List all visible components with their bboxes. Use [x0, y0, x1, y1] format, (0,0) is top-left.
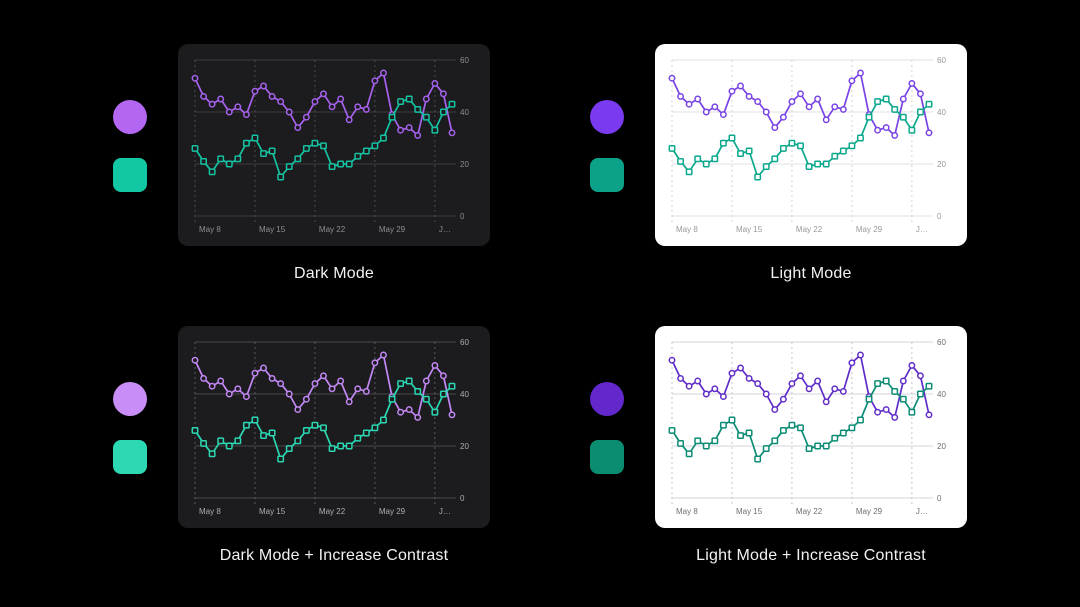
figure-dark-mode-increase-contrast: 0 20 40 60 May 8 May 15 May 22 May 29 J… Dark Mo…: [113, 326, 493, 576]
svg-text:40: 40: [937, 390, 946, 399]
svg-text:May 22: May 22: [796, 507, 823, 516]
svg-text:J…: J…: [439, 507, 451, 516]
figure-light-mode: 0 20 40 60 May 8 May 15 May 22 May 29 J… Light M…: [590, 44, 970, 294]
chart-panel-dark-mode-increase-contrast: 0 20 40 60 May 8 May 15 May 22 May 29 J…: [178, 326, 490, 528]
svg-text:May 15: May 15: [259, 507, 286, 516]
teal-color-swatch: [113, 440, 147, 474]
chart-panel-light-mode: 0 20 40 60 May 8 May 15 May 22 May 29 J…: [655, 44, 967, 246]
svg-text:May 29: May 29: [856, 507, 883, 516]
svg-text:60: 60: [460, 56, 469, 65]
svg-text:May 15: May 15: [259, 225, 286, 234]
figure-light-mode-increase-contrast: 0 20 40 60 May 8 May 15 May 22 May 29 J… Light M…: [590, 326, 970, 576]
svg-text:0: 0: [460, 212, 465, 221]
purple-color-swatch: [113, 382, 147, 416]
svg-text:0: 0: [460, 494, 465, 503]
svg-text:May 29: May 29: [379, 225, 406, 234]
svg-text:60: 60: [937, 56, 946, 65]
svg-text:May 8: May 8: [199, 225, 221, 234]
svg-text:20: 20: [460, 160, 469, 169]
svg-text:May 29: May 29: [379, 507, 406, 516]
teal-color-swatch: [590, 158, 624, 192]
figure-dark-mode: 0 20 40 60 May 8 May 15 May 22 May 29 J… Dark Mo…: [113, 44, 493, 294]
svg-text:J…: J…: [439, 225, 451, 234]
purple-color-swatch: [113, 100, 147, 134]
svg-text:20: 20: [937, 160, 946, 169]
svg-text:May 15: May 15: [736, 225, 763, 234]
svg-text:20: 20: [460, 442, 469, 451]
svg-text:May 8: May 8: [676, 507, 698, 516]
svg-text:60: 60: [460, 338, 469, 347]
teal-color-swatch: [590, 440, 624, 474]
svg-text:40: 40: [937, 108, 946, 117]
svg-text:May 29: May 29: [856, 225, 883, 234]
svg-text:J…: J…: [916, 225, 928, 234]
figure-caption: Light Mode: [770, 265, 852, 282]
svg-text:0: 0: [937, 494, 942, 503]
purple-color-swatch: [590, 382, 624, 416]
purple-color-swatch: [590, 100, 624, 134]
figure-caption: Light Mode + Increase Contrast: [696, 547, 926, 564]
svg-text:May 22: May 22: [796, 225, 823, 234]
svg-text:May 22: May 22: [319, 507, 346, 516]
figure-caption: Dark Mode + Increase Contrast: [219, 547, 449, 564]
svg-text:0: 0: [937, 212, 942, 221]
svg-text:20: 20: [937, 442, 946, 451]
svg-text:May 22: May 22: [319, 225, 346, 234]
svg-text:May 15: May 15: [736, 507, 763, 516]
teal-color-swatch: [113, 158, 147, 192]
svg-text:May 8: May 8: [676, 225, 698, 234]
svg-text:May 8: May 8: [199, 507, 221, 516]
figure-caption: Dark Mode: [293, 265, 375, 282]
svg-text:60: 60: [937, 338, 946, 347]
chart-panel-dark-mode: 0 20 40 60 May 8 May 15 May 22 May 29 J…: [178, 44, 490, 246]
svg-text:J…: J…: [916, 507, 928, 516]
svg-text:40: 40: [460, 390, 469, 399]
svg-text:40: 40: [460, 108, 469, 117]
chart-panel-light-mode-increase-contrast: 0 20 40 60 May 8 May 15 May 22 May 29 J…: [655, 326, 967, 528]
